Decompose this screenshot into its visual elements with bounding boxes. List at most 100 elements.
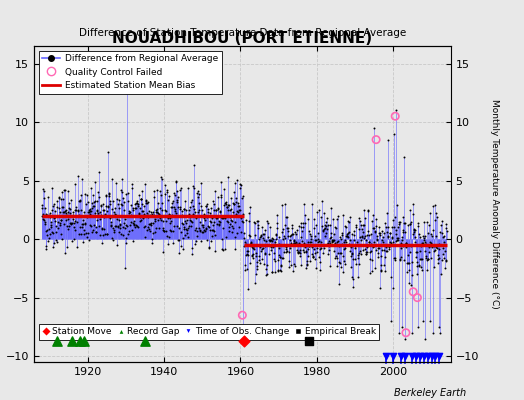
Point <box>54 219 62 225</box>
Point <box>263 218 271 224</box>
Point <box>394 235 402 241</box>
Point <box>123 212 132 219</box>
Point <box>221 215 230 222</box>
Point <box>416 234 424 240</box>
Point <box>205 244 213 250</box>
Point <box>59 203 68 210</box>
Point <box>97 226 106 232</box>
Point <box>369 225 377 232</box>
Point <box>212 207 220 214</box>
Point <box>271 238 279 245</box>
Point <box>313 209 321 215</box>
Point <box>272 236 280 242</box>
Point <box>153 209 161 216</box>
Point <box>173 188 181 194</box>
Point <box>390 255 398 261</box>
Point <box>49 230 57 236</box>
Point <box>162 233 171 239</box>
Point <box>328 205 336 211</box>
Point <box>322 230 330 236</box>
Point <box>258 224 266 230</box>
Point <box>86 211 95 217</box>
Point <box>286 237 294 244</box>
Point <box>87 185 95 191</box>
Point <box>383 248 391 254</box>
Point <box>427 254 435 261</box>
Point <box>431 216 440 223</box>
Point <box>418 240 427 246</box>
Point <box>380 230 388 236</box>
Point <box>44 212 52 219</box>
Point <box>341 237 349 243</box>
Point <box>95 232 104 238</box>
Point <box>124 189 132 196</box>
Point <box>257 232 265 238</box>
Point <box>414 220 422 226</box>
Point <box>319 226 328 233</box>
Point <box>271 268 279 275</box>
Point <box>301 249 310 255</box>
Point <box>397 240 405 246</box>
Point <box>247 238 256 245</box>
Point <box>402 244 410 250</box>
Point <box>168 212 176 218</box>
Point <box>386 230 394 237</box>
Point <box>77 231 85 237</box>
Point <box>180 226 188 232</box>
Point <box>358 234 366 240</box>
Point <box>66 220 74 226</box>
Point <box>284 224 292 231</box>
Point <box>127 212 135 218</box>
Point <box>299 246 307 253</box>
Point <box>251 232 259 238</box>
Point <box>385 244 394 250</box>
Point <box>358 228 367 235</box>
Point <box>391 255 399 261</box>
Point <box>272 212 281 218</box>
Point <box>194 188 202 194</box>
Point <box>402 242 411 248</box>
Point <box>354 255 363 261</box>
Point <box>42 232 51 238</box>
Point <box>434 260 442 266</box>
Point <box>132 205 140 212</box>
Point <box>274 267 282 273</box>
Point <box>255 256 263 263</box>
Point <box>418 240 426 246</box>
Point <box>422 267 431 273</box>
Point <box>431 247 439 253</box>
Point <box>385 246 393 252</box>
Point <box>230 201 238 207</box>
Point <box>148 240 157 246</box>
Point <box>66 210 74 216</box>
Point <box>355 214 363 221</box>
Point <box>312 237 320 243</box>
Point <box>154 200 162 206</box>
Point <box>372 247 380 253</box>
Point <box>101 231 110 237</box>
Point <box>39 188 48 194</box>
Point <box>83 234 91 240</box>
Point <box>289 240 298 246</box>
Point <box>119 220 128 227</box>
Point <box>278 229 286 236</box>
Point <box>405 260 413 266</box>
Point <box>320 209 328 216</box>
Point <box>243 250 251 257</box>
Point <box>331 255 340 261</box>
Point <box>392 227 400 233</box>
Point <box>84 230 92 236</box>
Point <box>351 242 359 249</box>
Point <box>413 324 422 330</box>
Point <box>212 207 221 213</box>
Point <box>409 200 417 207</box>
Point <box>136 216 145 223</box>
Point <box>297 224 305 230</box>
Point <box>95 222 104 229</box>
Point <box>83 214 92 220</box>
Point <box>234 203 242 210</box>
Point <box>332 225 341 231</box>
Point <box>321 233 329 239</box>
Point <box>296 247 304 253</box>
Point <box>212 215 220 221</box>
